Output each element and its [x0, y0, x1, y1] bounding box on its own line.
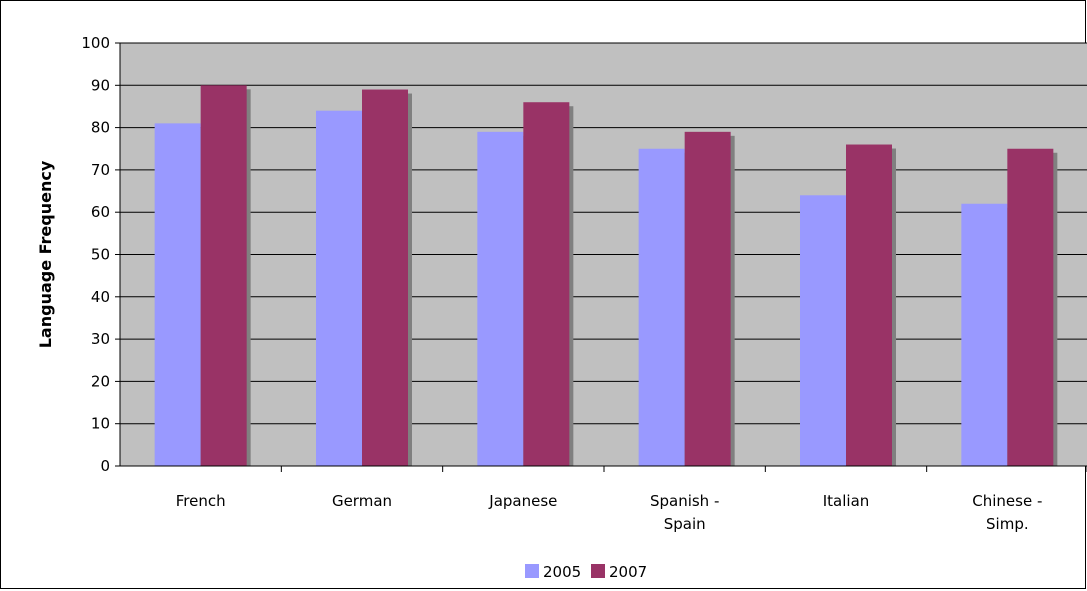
bar-2007-5 [1007, 148, 1054, 466]
bar-2005-0 [154, 123, 201, 467]
y-tick-label: 20 [91, 372, 110, 390]
x-tick-label: Japanese [488, 492, 557, 510]
legend-label-2007: 2007 [609, 563, 647, 581]
bar-2007-1 [362, 89, 408, 466]
y-axis-title: Language Frequency [36, 160, 55, 348]
bar-2005-5 [961, 203, 1008, 467]
x-tick-label: German [332, 492, 392, 510]
x-tick-label: French [176, 492, 226, 510]
axes [115, 42, 1087, 472]
x-tick-labels: French German Japanese Spanish -Spain Italia… [176, 492, 1043, 533]
bar-2007-4 [846, 144, 892, 466]
x-tick-label: Spanish -Spain [650, 492, 719, 533]
bar-2005-2 [477, 131, 524, 466]
legend-swatch-2007 [591, 564, 605, 578]
y-tick-label: 80 [91, 119, 110, 137]
legend: 2005 2007 [525, 563, 647, 581]
bar-2005-1 [316, 110, 362, 467]
y-tick-label: 30 [91, 330, 110, 348]
bar-2005-3 [638, 148, 685, 466]
y-tick-label: 0 [100, 457, 110, 475]
y-tick-label: 10 [91, 415, 110, 433]
bar-2007-0 [200, 85, 247, 467]
bars [154, 85, 1058, 467]
legend-swatch-2005 [525, 564, 539, 578]
y-tick-label: 40 [91, 288, 110, 306]
y-tick-labels: 0 10 20 30 40 50 60 70 80 90 100 [81, 34, 110, 475]
y-tick-label: 70 [91, 161, 110, 179]
bar-2007-3 [684, 131, 731, 466]
bar-2007-2 [523, 102, 570, 466]
bar-2005-4 [800, 195, 846, 466]
y-tick-label: 60 [91, 203, 110, 221]
gridlines [120, 42, 1087, 425]
x-tick-label: Italian [823, 492, 870, 510]
y-tick-label: 90 [91, 76, 110, 94]
legend-label-2005: 2005 [543, 563, 581, 581]
y-tick-label: 50 [91, 246, 110, 264]
x-tick-label: Chinese -Simp. [972, 492, 1042, 533]
y-tick-label: 100 [81, 34, 110, 52]
